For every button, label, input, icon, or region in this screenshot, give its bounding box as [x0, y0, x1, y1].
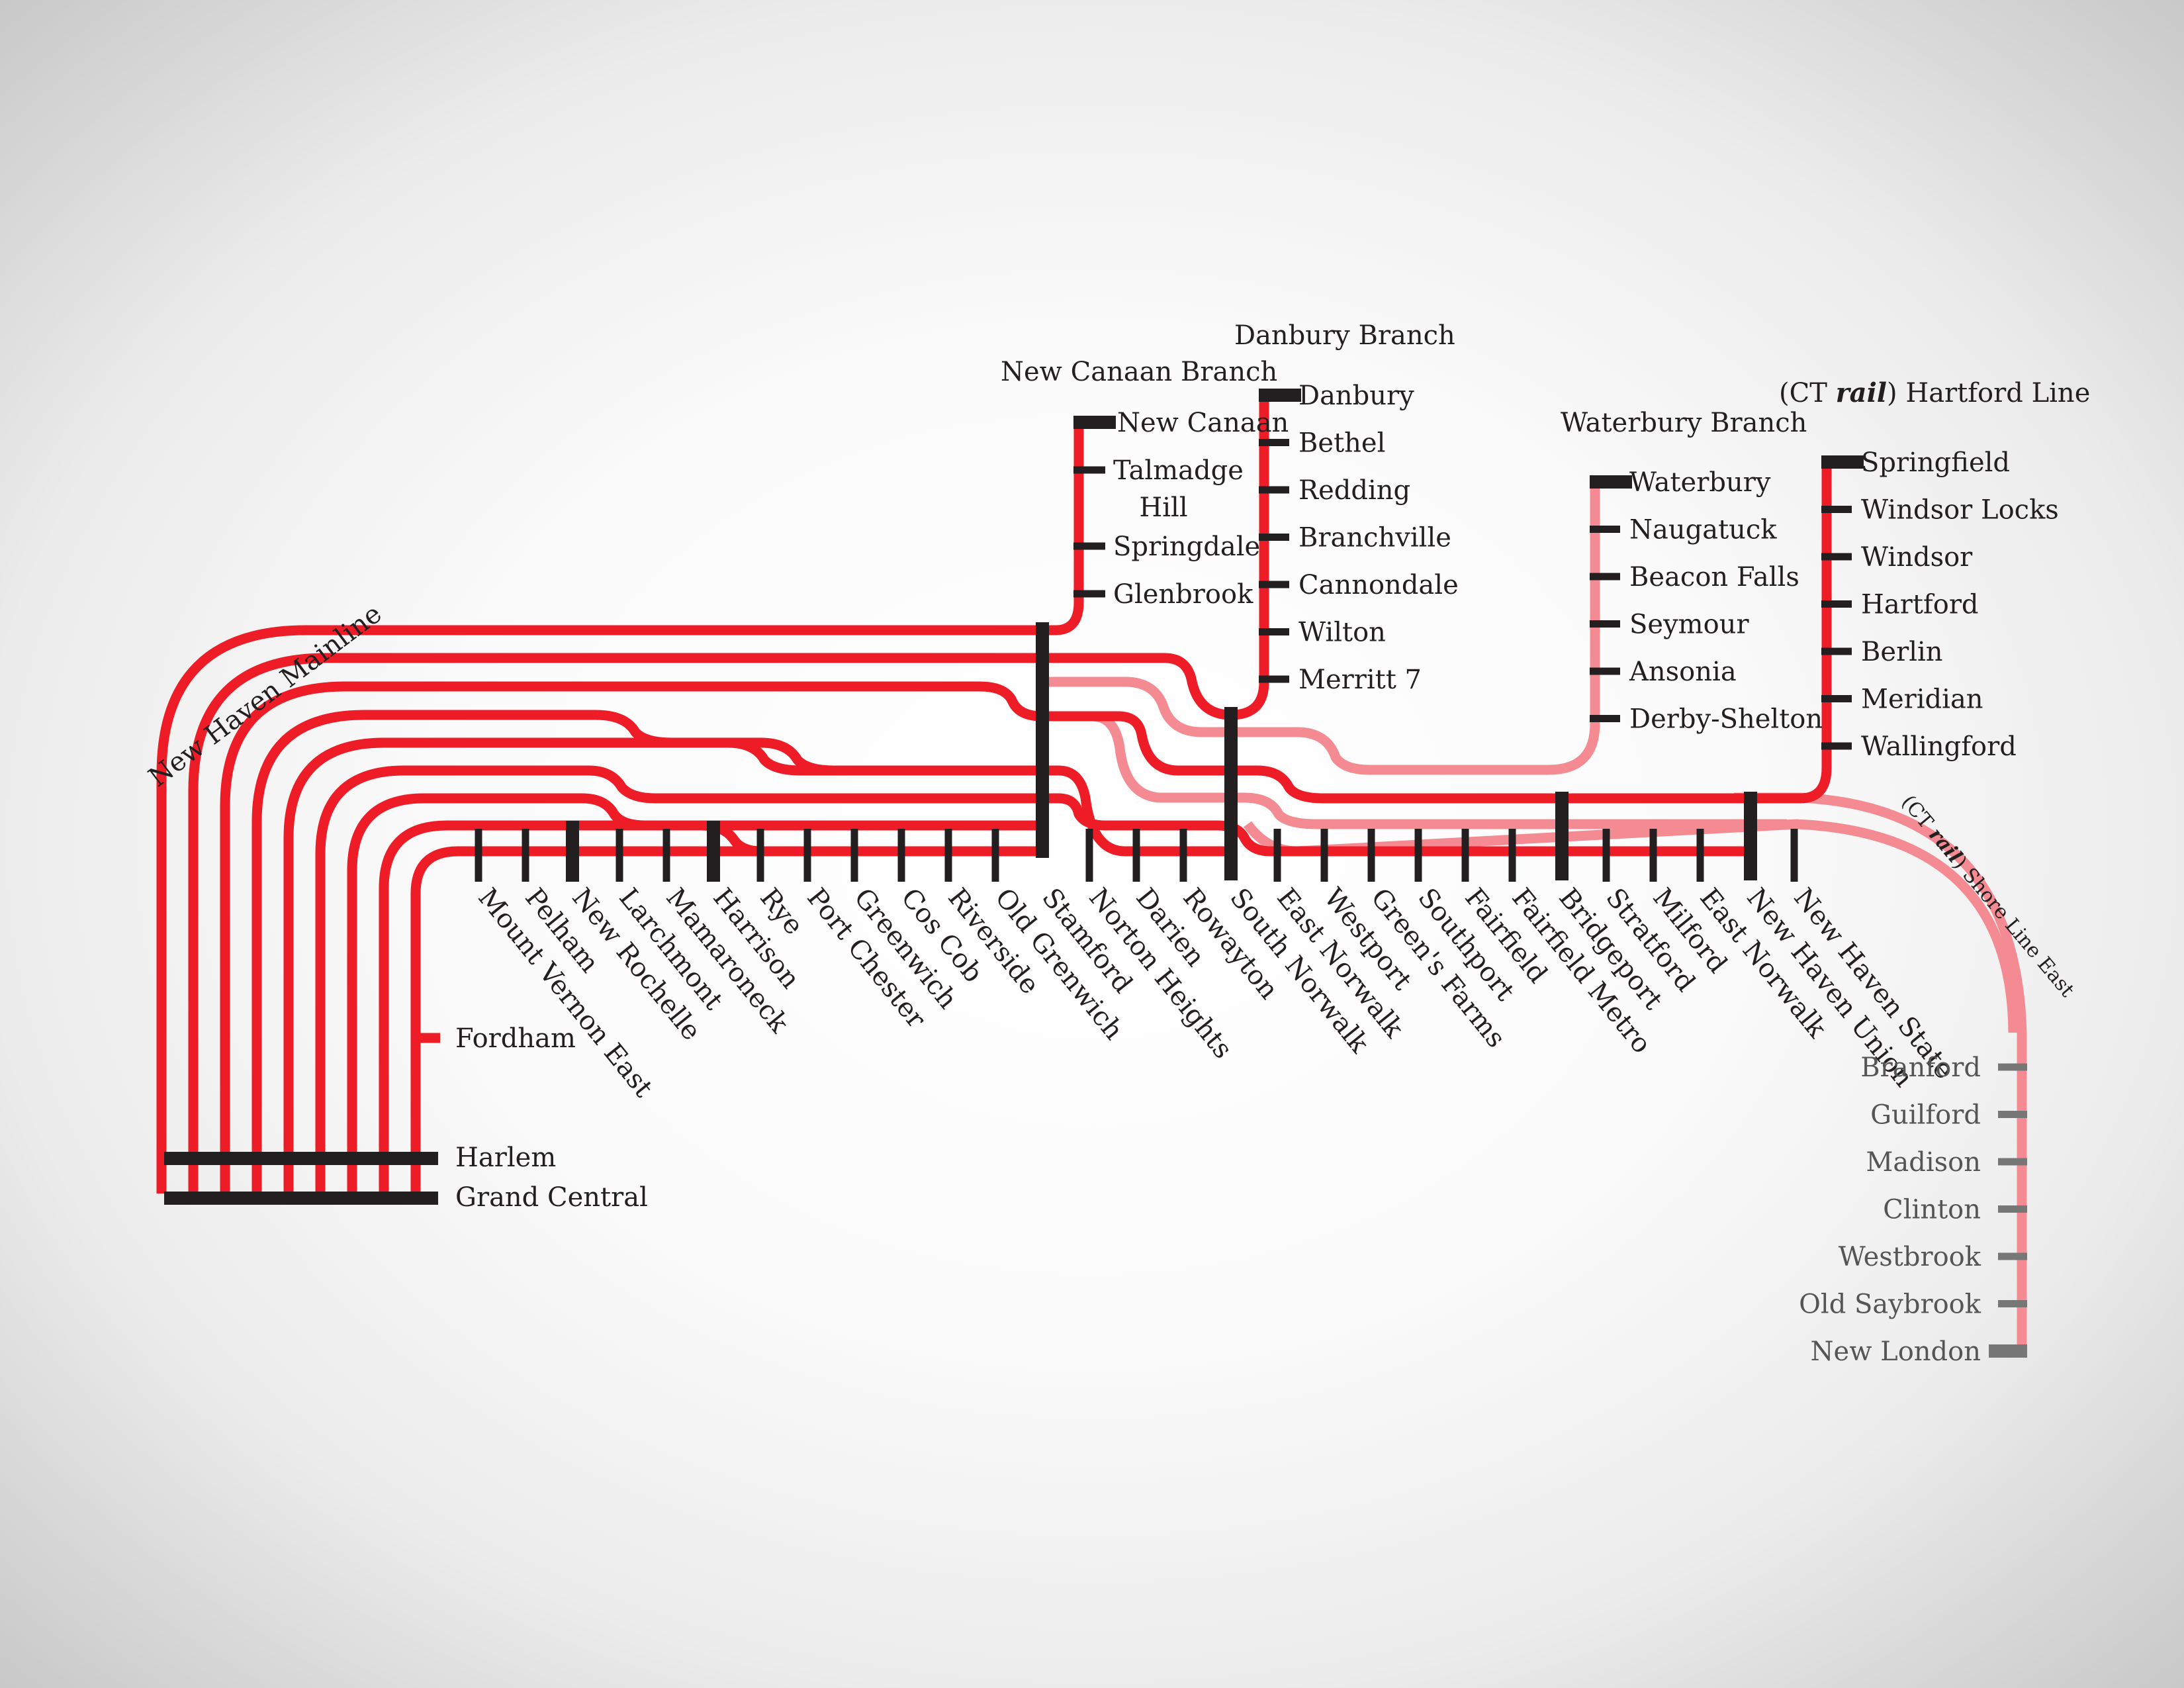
- route-line-east-d: [1042, 793, 1754, 857]
- station-label-merritt-7: Merritt 7: [1298, 665, 1422, 695]
- station-label-seymour: Seymour: [1629, 610, 1749, 640]
- station-label-springfield: Springfield: [1861, 447, 2010, 478]
- route-line-shore-line-east-a: [1734, 792, 2027, 1350]
- station-label-fordham: Fordham: [455, 1023, 576, 1054]
- station-label-branford: Branford: [1860, 1053, 1981, 1083]
- station-label-bethel: Bethel: [1298, 428, 1385, 459]
- route-line-harlem: [410, 846, 1042, 1194]
- route-line-5: [251, 710, 1042, 1194]
- route-line-east-c: [1042, 459, 1832, 804]
- station-label-new-london: New London: [1811, 1336, 1981, 1367]
- title-danbury-branch: Danbury Branch: [1234, 320, 1455, 351]
- station-label-beacon-falls: Beacon Falls: [1629, 562, 1799, 592]
- station-label-meridian: Meridian: [1861, 684, 1983, 715]
- station-label-guilford: Guilford: [1870, 1100, 1981, 1131]
- station-label-westbrook: Westbrook: [1839, 1242, 1981, 1272]
- station-label-cannondale: Cannondale: [1298, 570, 1459, 600]
- station-label-wilton: Wilton: [1298, 618, 1386, 648]
- route-line-shore-line-east-b: [1243, 819, 2019, 1033]
- station-label-new-canaan: New Canaan: [1117, 408, 1289, 438]
- station-label-hartford: Hartford: [1861, 590, 1979, 620]
- route-line-east-e: [1042, 765, 1231, 857]
- title-waterbury-branch: Waterbury Branch: [1561, 408, 1807, 438]
- station-label-wallingford: Wallingford: [1861, 731, 2017, 762]
- station-label-hill: Hill: [1139, 492, 1187, 523]
- station-label-harlem: Harlem: [455, 1143, 556, 1173]
- station-label-derby-shelton: Derby-Shelton: [1629, 704, 1823, 735]
- station-label-branchville: Branchville: [1298, 523, 1451, 553]
- title-shore-line-east: (CT rail) Shore Line East: [1897, 791, 2079, 1002]
- route-line-east-a: [1042, 424, 1084, 635]
- station-label-clinton: Clinton: [1883, 1195, 1981, 1225]
- title-new-canaan-branch: New Canaan Branch: [1001, 357, 1277, 387]
- station-label-glenbrook: Glenbrook: [1113, 579, 1253, 610]
- station-label-windsor-locks: Windsor Locks: [1861, 495, 2059, 526]
- station-label-talmadge: Talmadge: [1113, 455, 1244, 486]
- station-label-naugatuck: Naugatuck: [1629, 515, 1777, 545]
- route-line-2: [347, 793, 1042, 1194]
- route-line-waterbury-through: [1047, 478, 1600, 775]
- route-line-6: [220, 681, 1043, 1194]
- station-label-berlin: Berlin: [1861, 637, 1943, 667]
- station-label-springdale: Springdale: [1113, 532, 1260, 562]
- title-hartford-line: (CT rail) Hartford Line: [1779, 377, 2090, 408]
- station-label-redding: Redding: [1298, 475, 1410, 506]
- station-label-windsor: Windsor: [1861, 542, 1973, 573]
- station-label-old-saybrook: Old Saybrook: [1799, 1289, 1981, 1320]
- station-label-waterbury: Waterbury: [1629, 467, 1771, 498]
- route-line-hartford-through: [1047, 711, 1787, 829]
- route-line-3: [315, 765, 1042, 1194]
- route-line-east-b: [1042, 393, 1269, 720]
- station-label-madison: Madison: [1866, 1147, 1981, 1178]
- route-line-7: [188, 653, 1042, 1194]
- route-line-8: [156, 625, 1042, 1194]
- station-label-danbury: Danbury: [1298, 381, 1414, 411]
- station-label-ansonia: Ansonia: [1629, 657, 1737, 687]
- station-label-grand-central: Grand Central: [455, 1182, 648, 1213]
